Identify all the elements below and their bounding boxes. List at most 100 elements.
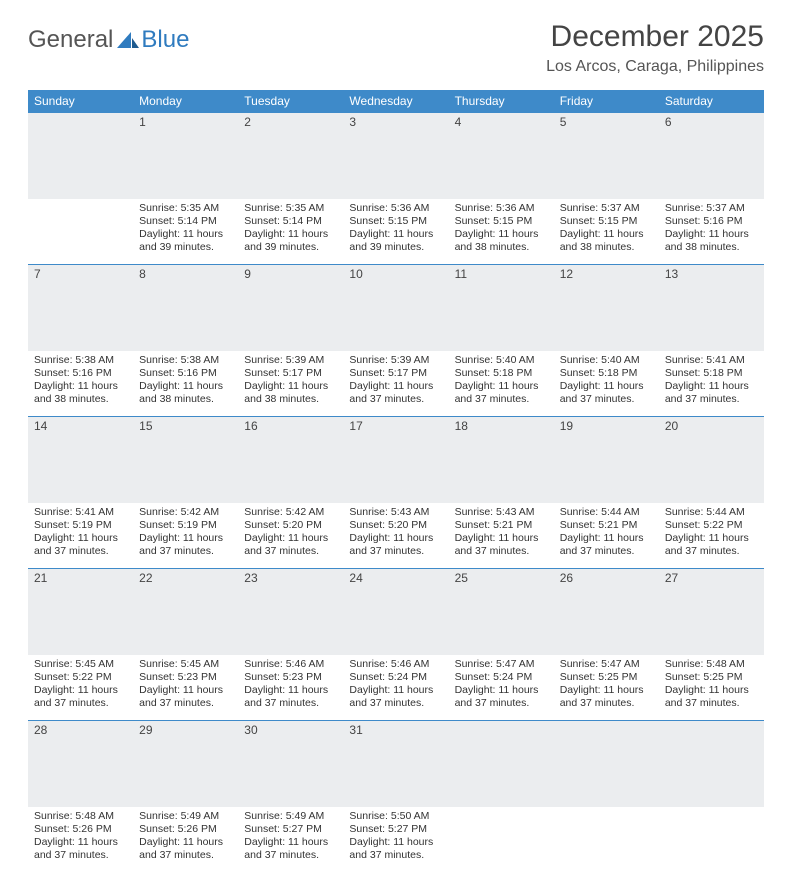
daynum-cell: 9 bbox=[238, 265, 343, 351]
day-cell-body: Sunrise: 5:44 AMSunset: 5:21 PMDaylight:… bbox=[554, 503, 659, 563]
sunset-line: Sunset: 5:17 PM bbox=[244, 367, 337, 380]
daynum-cell: 20 bbox=[659, 417, 764, 503]
day-number: 16 bbox=[238, 417, 343, 435]
day-cell bbox=[554, 807, 659, 872]
day-number: 7 bbox=[28, 265, 133, 283]
day-cell-body: Sunrise: 5:49 AMSunset: 5:27 PMDaylight:… bbox=[238, 807, 343, 867]
day-cell: Sunrise: 5:43 AMSunset: 5:21 PMDaylight:… bbox=[449, 503, 554, 569]
sunset-line: Sunset: 5:27 PM bbox=[244, 823, 337, 836]
sunrise-line: Sunrise: 5:46 AM bbox=[349, 658, 442, 671]
day-cell: Sunrise: 5:40 AMSunset: 5:18 PMDaylight:… bbox=[554, 351, 659, 417]
sunrise-line: Sunrise: 5:36 AM bbox=[349, 202, 442, 215]
daylight-line: Daylight: 11 hours and 37 minutes. bbox=[349, 684, 442, 710]
daylight-line: Daylight: 11 hours and 37 minutes. bbox=[665, 532, 758, 558]
daynum-cell: 29 bbox=[133, 721, 238, 807]
day-cell-body: Sunrise: 5:46 AMSunset: 5:24 PMDaylight:… bbox=[343, 655, 448, 715]
day-number: 19 bbox=[554, 417, 659, 435]
day-cell: Sunrise: 5:47 AMSunset: 5:25 PMDaylight:… bbox=[554, 655, 659, 721]
sunset-line: Sunset: 5:25 PM bbox=[665, 671, 758, 684]
sunset-line: Sunset: 5:14 PM bbox=[244, 215, 337, 228]
sunrise-line: Sunrise: 5:40 AM bbox=[560, 354, 653, 367]
day-cell-body: Sunrise: 5:42 AMSunset: 5:19 PMDaylight:… bbox=[133, 503, 238, 563]
daynum-cell: 28 bbox=[28, 721, 133, 807]
weekday-header: Tuesday bbox=[238, 90, 343, 113]
day-cell-body: Sunrise: 5:43 AMSunset: 5:20 PMDaylight:… bbox=[343, 503, 448, 563]
sunrise-line: Sunrise: 5:38 AM bbox=[34, 354, 127, 367]
day-cell: Sunrise: 5:41 AMSunset: 5:19 PMDaylight:… bbox=[28, 503, 133, 569]
day-cell: Sunrise: 5:39 AMSunset: 5:17 PMDaylight:… bbox=[343, 351, 448, 417]
daynum-cell: 3 bbox=[343, 113, 448, 199]
sunset-line: Sunset: 5:14 PM bbox=[139, 215, 232, 228]
daynum-cell bbox=[28, 113, 133, 199]
sunrise-line: Sunrise: 5:45 AM bbox=[34, 658, 127, 671]
day-cell-body: Sunrise: 5:36 AMSunset: 5:15 PMDaylight:… bbox=[343, 199, 448, 259]
page-title: December 2025 bbox=[546, 20, 764, 54]
day-number: 9 bbox=[238, 265, 343, 283]
weekday-header: Wednesday bbox=[343, 90, 448, 113]
daynum-cell bbox=[659, 721, 764, 807]
day-number: 6 bbox=[659, 113, 764, 131]
day-cell: Sunrise: 5:41 AMSunset: 5:18 PMDaylight:… bbox=[659, 351, 764, 417]
daylight-line: Daylight: 11 hours and 37 minutes. bbox=[34, 684, 127, 710]
daynum-cell: 10 bbox=[343, 265, 448, 351]
daynum-cell: 6 bbox=[659, 113, 764, 199]
sunset-line: Sunset: 5:23 PM bbox=[244, 671, 337, 684]
daylight-line: Daylight: 11 hours and 37 minutes. bbox=[139, 684, 232, 710]
sunset-line: Sunset: 5:16 PM bbox=[139, 367, 232, 380]
daylight-line: Daylight: 11 hours and 37 minutes. bbox=[244, 836, 337, 862]
sunrise-line: Sunrise: 5:49 AM bbox=[139, 810, 232, 823]
sunrise-line: Sunrise: 5:39 AM bbox=[349, 354, 442, 367]
sunset-line: Sunset: 5:16 PM bbox=[34, 367, 127, 380]
daynum-cell: 30 bbox=[238, 721, 343, 807]
calendar-table: SundayMondayTuesdayWednesdayThursdayFrid… bbox=[28, 90, 764, 872]
day-number: 26 bbox=[554, 569, 659, 587]
day-cell bbox=[659, 807, 764, 872]
logo-sail-icon bbox=[117, 30, 139, 50]
daylight-line: Daylight: 11 hours and 37 minutes. bbox=[349, 532, 442, 558]
sunrise-line: Sunrise: 5:37 AM bbox=[665, 202, 758, 215]
sunrise-line: Sunrise: 5:44 AM bbox=[560, 506, 653, 519]
day-cell-body: Sunrise: 5:36 AMSunset: 5:15 PMDaylight:… bbox=[449, 199, 554, 259]
day-number: 17 bbox=[343, 417, 448, 435]
logo-text-blue: Blue bbox=[141, 26, 189, 54]
day-number: 8 bbox=[133, 265, 238, 283]
day-cell: Sunrise: 5:45 AMSunset: 5:23 PMDaylight:… bbox=[133, 655, 238, 721]
daylight-line: Daylight: 11 hours and 38 minutes. bbox=[665, 228, 758, 254]
week-body-row: Sunrise: 5:45 AMSunset: 5:22 PMDaylight:… bbox=[28, 655, 764, 721]
daylight-line: Daylight: 11 hours and 37 minutes. bbox=[34, 836, 127, 862]
day-number: 28 bbox=[28, 721, 133, 739]
day-number: 24 bbox=[343, 569, 448, 587]
sunset-line: Sunset: 5:21 PM bbox=[455, 519, 548, 532]
sunset-line: Sunset: 5:19 PM bbox=[139, 519, 232, 532]
day-cell: Sunrise: 5:46 AMSunset: 5:24 PMDaylight:… bbox=[343, 655, 448, 721]
location-text: Los Arcos, Caraga, Philippines bbox=[546, 58, 764, 76]
daynum-row: 14151617181920 bbox=[28, 417, 764, 503]
sunset-line: Sunset: 5:15 PM bbox=[455, 215, 548, 228]
sunrise-line: Sunrise: 5:49 AM bbox=[244, 810, 337, 823]
day-cell: Sunrise: 5:50 AMSunset: 5:27 PMDaylight:… bbox=[343, 807, 448, 872]
sunset-line: Sunset: 5:18 PM bbox=[665, 367, 758, 380]
header: General Blue December 2025 Los Arcos, Ca… bbox=[28, 20, 764, 76]
daylight-line: Daylight: 11 hours and 39 minutes. bbox=[244, 228, 337, 254]
sunrise-line: Sunrise: 5:39 AM bbox=[244, 354, 337, 367]
day-cell: Sunrise: 5:40 AMSunset: 5:18 PMDaylight:… bbox=[449, 351, 554, 417]
sunset-line: Sunset: 5:20 PM bbox=[349, 519, 442, 532]
daylight-line: Daylight: 11 hours and 38 minutes. bbox=[244, 380, 337, 406]
day-number: 14 bbox=[28, 417, 133, 435]
weekday-header: Sunday bbox=[28, 90, 133, 113]
daylight-line: Daylight: 11 hours and 37 minutes. bbox=[560, 684, 653, 710]
day-cell bbox=[449, 807, 554, 872]
day-cell-body: Sunrise: 5:37 AMSunset: 5:16 PMDaylight:… bbox=[659, 199, 764, 259]
day-number: 2 bbox=[238, 113, 343, 131]
day-number: 4 bbox=[449, 113, 554, 131]
daylight-line: Daylight: 11 hours and 37 minutes. bbox=[455, 684, 548, 710]
day-cell-body: Sunrise: 5:40 AMSunset: 5:18 PMDaylight:… bbox=[554, 351, 659, 411]
sunrise-line: Sunrise: 5:47 AM bbox=[560, 658, 653, 671]
day-number: 31 bbox=[343, 721, 448, 739]
day-cell: Sunrise: 5:38 AMSunset: 5:16 PMDaylight:… bbox=[28, 351, 133, 417]
title-block: December 2025 Los Arcos, Caraga, Philipp… bbox=[546, 20, 764, 76]
sunrise-line: Sunrise: 5:48 AM bbox=[665, 658, 758, 671]
logo: General Blue bbox=[28, 20, 189, 54]
weekday-header: Friday bbox=[554, 90, 659, 113]
day-cell-body: Sunrise: 5:39 AMSunset: 5:17 PMDaylight:… bbox=[343, 351, 448, 411]
